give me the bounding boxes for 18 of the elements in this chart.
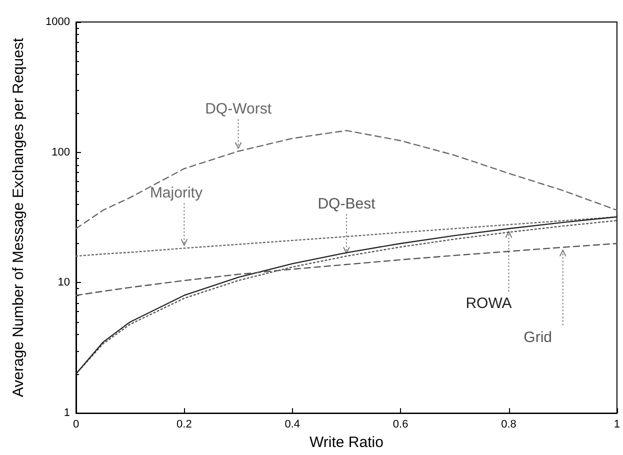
x-tick-label: 0.2: [176, 418, 192, 431]
y-tick-label: 10: [58, 276, 70, 289]
x-axis-title: Write Ratio: [310, 434, 384, 451]
y-tick-label: 1000: [46, 16, 70, 28]
series-label: DQ-Worst: [205, 100, 272, 118]
text: Majority: [150, 184, 203, 202]
text: ROWA: [466, 295, 512, 312]
y-tick-label: 1: [64, 407, 70, 420]
text: Grid: [524, 328, 552, 346]
x-tick-label: 0: [72, 418, 80, 431]
x-tick-label: 0.6: [392, 418, 408, 431]
x-tick-label: 0.4: [284, 418, 300, 431]
x-tick-label: 1: [614, 418, 620, 431]
text: DQ-Best: [318, 196, 376, 213]
y-tick-label: 100: [52, 146, 70, 158]
y-axis-title: Average Number of Message Exchanges per Request: [10, 37, 27, 398]
x-tick-label: 0.8: [501, 418, 516, 431]
line-series: [75, 130, 618, 230]
